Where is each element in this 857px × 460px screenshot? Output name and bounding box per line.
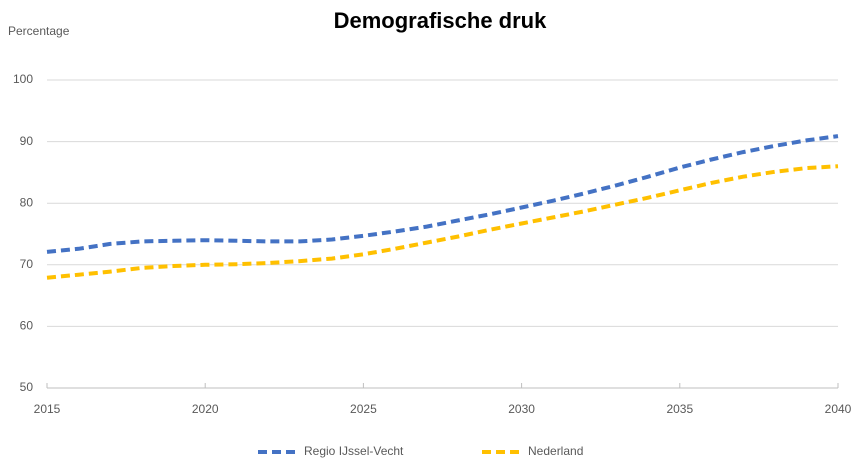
y-tick-label: 100 bbox=[13, 72, 33, 86]
series-line bbox=[46, 134, 839, 254]
series-line bbox=[46, 164, 839, 280]
y-tick-label: 80 bbox=[20, 195, 34, 209]
x-tick-label: 2030 bbox=[508, 402, 535, 416]
y-tick-label: 70 bbox=[20, 257, 34, 271]
y-axis-label: Percentage bbox=[8, 24, 70, 38]
x-tick-label: 2035 bbox=[666, 402, 693, 416]
y-tick-label: 60 bbox=[20, 319, 34, 333]
legend-label: Nederland bbox=[528, 444, 583, 458]
chart-title: Demografische druk bbox=[334, 8, 547, 33]
x-tick-label: 2020 bbox=[192, 402, 219, 416]
x-tick-label: 2025 bbox=[350, 402, 377, 416]
legend-label: Regio IJssel-Vecht bbox=[304, 444, 404, 458]
x-tick-label: 2015 bbox=[34, 402, 61, 416]
y-tick-label: 50 bbox=[20, 380, 34, 394]
y-tick-label: 90 bbox=[20, 134, 34, 148]
x-tick-label: 2040 bbox=[825, 402, 852, 416]
